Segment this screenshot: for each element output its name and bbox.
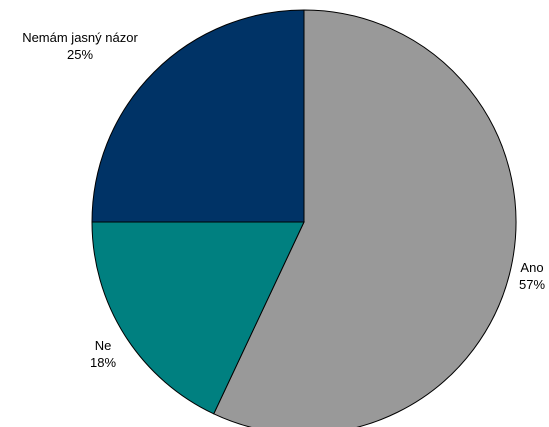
slice-label-name: Nemám jasný názor [22,30,138,45]
pie-slice-2 [91,221,305,415]
slice-label-value: 25% [67,47,93,62]
slice-label-value: 18% [90,355,116,370]
pie-slices [91,9,517,427]
slice-label-2: Ne 18% [90,338,116,370]
slice-label-1: Ano 57% [519,260,545,292]
slice-label-3: Nemám jasný názor 25% [22,30,138,62]
slice-label-value: 57% [519,277,545,292]
pie-slice-1 [213,9,517,427]
pie-slice-3 [91,9,305,223]
slice-label-name: Ne [95,338,112,353]
slice-label-name: Ano [520,260,543,275]
pie-labels: Ano 57% Ne 18% Nemám jasný názor 25% [22,30,545,370]
